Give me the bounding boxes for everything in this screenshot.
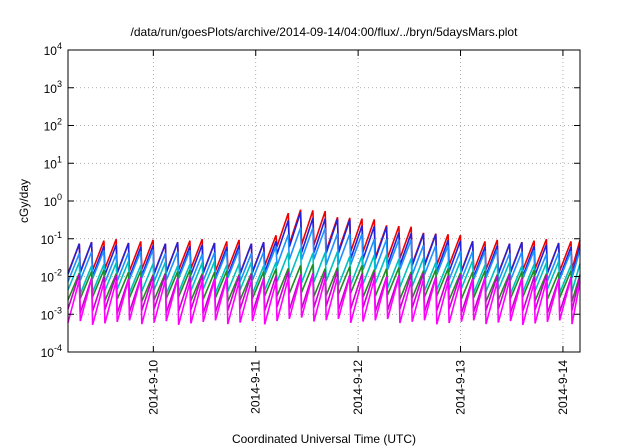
series-line xyxy=(67,274,581,326)
y-tick-label: 100 xyxy=(44,192,62,209)
y-tick-label: 103 xyxy=(44,79,62,96)
y-tick-label: 10-1 xyxy=(41,230,62,247)
chart-title: /data/run/goesPlots/archive/2014-09-14/0… xyxy=(131,25,519,39)
y-tick-label: 101 xyxy=(44,154,62,171)
y-tick-label: 10-3 xyxy=(41,305,62,322)
x-axis: 2014-9-10 2014-9-11 2014-9-12 2014-9-13 2014… xyxy=(146,50,570,415)
y-tick-label: 10-4 xyxy=(41,343,62,360)
y-tick-label: 10-2 xyxy=(41,268,62,285)
x-tick-label: 2014-9-13 xyxy=(454,360,468,415)
y-tick-label: 104 xyxy=(44,41,62,58)
x-tick-label: 2014-9-12 xyxy=(351,360,365,415)
y-axis-label: cGy/day xyxy=(17,179,31,223)
y-axis: 10-4 10-3 10-2 10-1 100 101 102 103 104 xyxy=(41,41,580,360)
x-tick-label: 2014-9-11 xyxy=(249,360,263,414)
series-group xyxy=(67,209,581,326)
y-tick-label: 102 xyxy=(44,117,62,134)
x-tick-label: 2014-9-10 xyxy=(146,360,160,415)
series-line xyxy=(67,209,581,274)
x-axis-label: Coordinated Universal Time (UTC) xyxy=(232,432,416,446)
x-tick-label: 2014-9-14 xyxy=(556,360,570,415)
